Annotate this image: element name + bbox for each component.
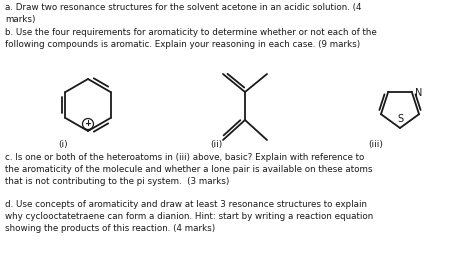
Text: (iii): (iii) (368, 140, 383, 149)
Text: (ii): (ii) (210, 140, 222, 149)
Text: a. Draw two resonance structures for the solvent acetone in an acidic solution. : a. Draw two resonance structures for the… (5, 3, 362, 24)
Text: S: S (397, 114, 403, 124)
Text: +: + (84, 119, 91, 129)
Text: b. Use the four requirements for aromaticity to determine whether or not each of: b. Use the four requirements for aromati… (5, 28, 377, 49)
Text: N: N (415, 88, 422, 98)
Text: (i): (i) (58, 140, 68, 149)
Text: c. Is one or both of the heteroatoms in (iii) above, basic? Explain with referen: c. Is one or both of the heteroatoms in … (5, 153, 373, 186)
Text: d. Use concepts of aromaticity and draw at least 3 resonance structures to expla: d. Use concepts of aromaticity and draw … (5, 200, 373, 232)
